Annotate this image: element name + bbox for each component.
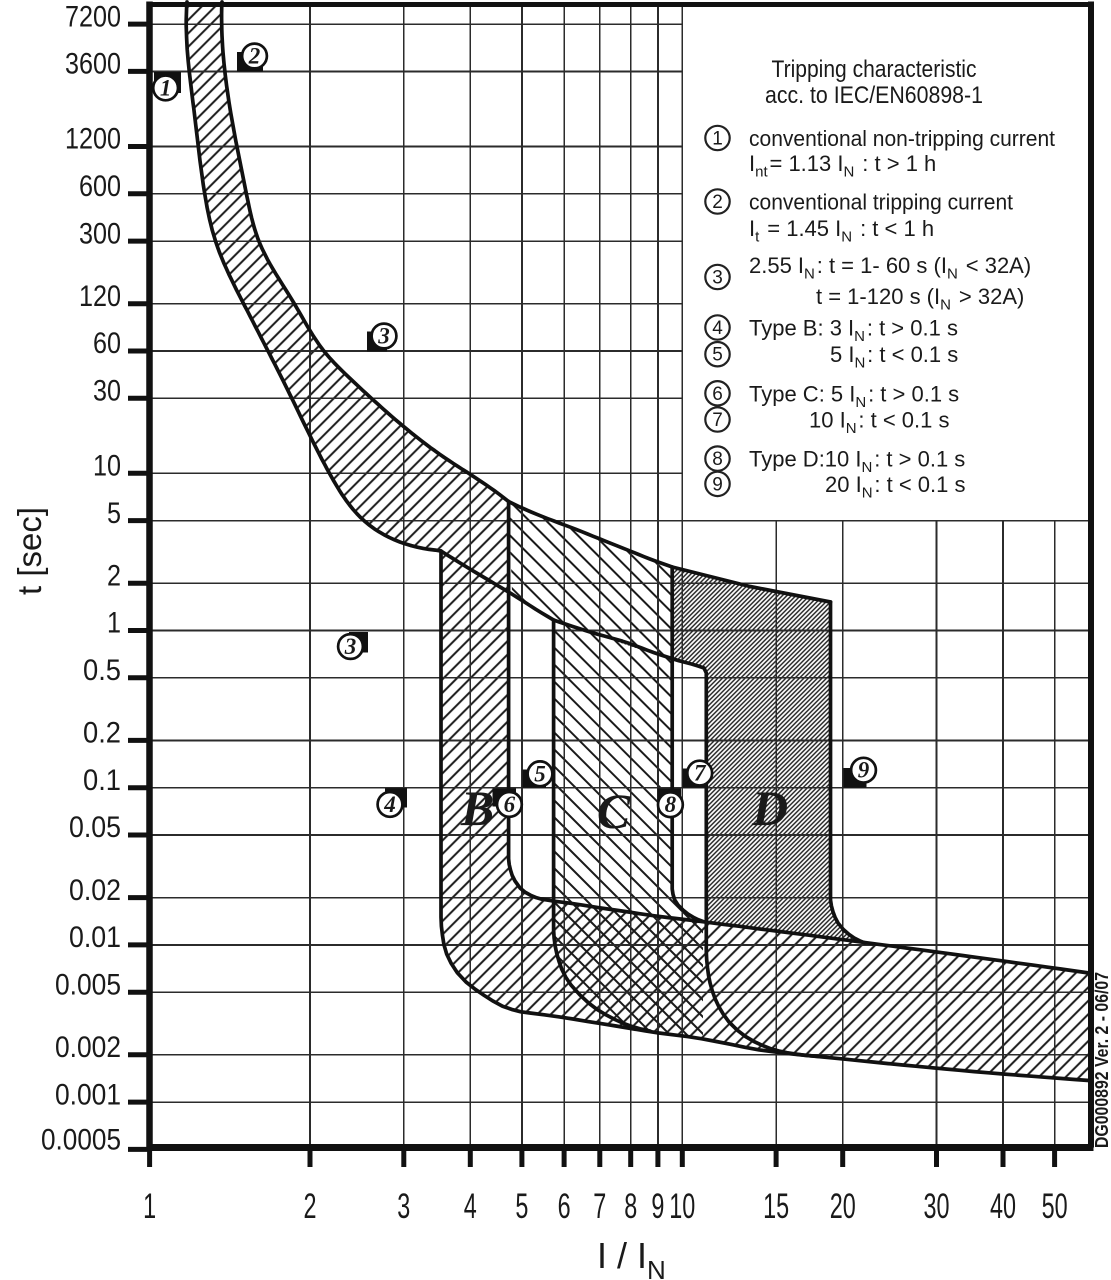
svg-text:10: 10 — [669, 1187, 695, 1226]
svg-text:1: 1 — [107, 607, 121, 640]
svg-text:10 IN : t < 0.1 s: 10 IN : t < 0.1 s — [809, 408, 950, 438]
svg-text:30: 30 — [924, 1187, 950, 1226]
svg-text:1: 1 — [160, 75, 172, 100]
svg-text:6: 6 — [558, 1187, 571, 1226]
svg-text:7: 7 — [694, 761, 707, 786]
svg-text:0.5: 0.5 — [83, 654, 121, 687]
svg-text:50: 50 — [1042, 1187, 1068, 1226]
svg-text:1: 1 — [143, 1187, 156, 1226]
svg-text:acc. to IEC/EN60898-1: acc. to IEC/EN60898-1 — [765, 82, 983, 109]
svg-text:2: 2 — [107, 559, 121, 592]
svg-text:60: 60 — [93, 327, 121, 360]
svg-text:4: 4 — [464, 1187, 477, 1226]
svg-text:0.1: 0.1 — [83, 764, 121, 797]
svg-text:1: 1 — [712, 129, 723, 150]
svg-text:1200: 1200 — [65, 123, 121, 156]
svg-text:2.55 IN : t = 1- 60 s (IN < 3: 2.55 IN : t = 1- 60 s (IN < 32A) — [749, 253, 1031, 283]
svg-text:6: 6 — [712, 384, 723, 405]
svg-text:15: 15 — [763, 1187, 789, 1226]
svg-text:8: 8 — [712, 449, 723, 470]
svg-text:6: 6 — [504, 792, 516, 817]
svg-text:30: 30 — [93, 375, 121, 408]
svg-text:Int = 1.13 IN : t > 1 h: Int = 1.13 IN : t > 1 h — [749, 151, 936, 181]
svg-text:20 IN : t < 0.1 s: 20 IN : t < 0.1 s — [825, 472, 966, 502]
svg-text:0.01: 0.01 — [69, 921, 121, 954]
svg-text:20: 20 — [830, 1187, 856, 1226]
svg-text:Type C: 5 IN : t > 0.1 s: Type C: 5 IN : t > 0.1 s — [749, 381, 959, 411]
svg-text:3: 3 — [712, 268, 723, 289]
svg-text:2: 2 — [712, 192, 723, 213]
svg-text:0.005: 0.005 — [55, 968, 121, 1001]
svg-text:9: 9 — [712, 474, 723, 495]
svg-text:D: D — [751, 780, 788, 836]
svg-text:3600: 3600 — [65, 48, 121, 81]
svg-text:3: 3 — [377, 324, 390, 349]
svg-text:0.0005: 0.0005 — [41, 1124, 121, 1157]
svg-text:2: 2 — [248, 44, 261, 69]
svg-text:7: 7 — [593, 1187, 606, 1226]
svg-text:0.05: 0.05 — [69, 811, 121, 844]
svg-text:Type D:10 IN : t > 0.1 s: Type D:10 IN : t > 0.1 s — [749, 447, 965, 477]
svg-text:conventional non-tripping curr: conventional non-tripping current — [749, 126, 1055, 151]
svg-text:5 IN : t < 0.1 s: 5 IN : t < 0.1 s — [830, 342, 958, 372]
svg-text:7: 7 — [712, 410, 723, 431]
svg-text:600: 600 — [79, 170, 121, 203]
svg-text:5: 5 — [107, 497, 121, 530]
svg-text:4: 4 — [383, 792, 396, 817]
svg-text:B: B — [460, 780, 494, 836]
svg-text:0.001: 0.001 — [55, 1078, 121, 1111]
svg-text:0.002: 0.002 — [55, 1031, 121, 1064]
svg-text:5: 5 — [515, 1187, 528, 1226]
svg-text:0.2: 0.2 — [83, 717, 121, 750]
svg-text:Tripping characteristic: Tripping characteristic — [772, 56, 977, 83]
svg-text:DG000892 Ver. 2 - 06/07: DG000892 Ver. 2 - 06/07 — [1091, 972, 1111, 1148]
svg-text:300: 300 — [79, 217, 121, 250]
svg-text:9: 9 — [858, 758, 870, 783]
svg-text:8: 8 — [665, 792, 677, 817]
svg-text:Type B: 3 IN : t > 0.1 s: Type B: 3 IN : t > 0.1 s — [749, 316, 958, 346]
svg-text:0.02: 0.02 — [69, 874, 121, 907]
svg-text:5: 5 — [712, 345, 723, 366]
svg-text:3: 3 — [344, 634, 357, 659]
svg-text:8: 8 — [624, 1187, 637, 1226]
svg-text:C: C — [597, 783, 631, 839]
svg-text:t = 1-120 s (IN > 32A): t = 1-120 s (IN > 32A) — [816, 284, 1024, 314]
svg-text:120: 120 — [79, 280, 121, 313]
svg-text:4: 4 — [712, 318, 723, 339]
svg-text:10: 10 — [93, 450, 121, 483]
svg-text:t [sec]: t [sec] — [11, 507, 48, 595]
svg-text:3: 3 — [397, 1187, 410, 1226]
svg-text:5: 5 — [534, 761, 546, 786]
svg-text:7200: 7200 — [65, 0, 121, 33]
svg-text:conventional tripping current: conventional tripping current — [749, 190, 1013, 215]
svg-text:40: 40 — [990, 1187, 1016, 1226]
svg-text:9: 9 — [651, 1187, 664, 1226]
svg-text:2: 2 — [304, 1187, 317, 1226]
